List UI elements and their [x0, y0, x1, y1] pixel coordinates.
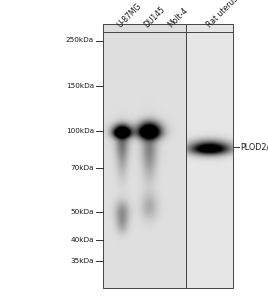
Text: 50kDa: 50kDa	[70, 208, 94, 214]
Text: U-87MG: U-87MG	[116, 1, 143, 29]
Text: 40kDa: 40kDa	[70, 237, 94, 243]
Text: Molt-4: Molt-4	[166, 6, 190, 29]
Text: DU145: DU145	[142, 4, 167, 29]
Text: Rat uterus: Rat uterus	[205, 0, 240, 29]
Text: 250kDa: 250kDa	[66, 38, 94, 44]
Bar	[186, 24, 233, 288]
Text: 70kDa: 70kDa	[70, 165, 94, 171]
Bar	[103, 24, 186, 288]
Text: 100kDa: 100kDa	[66, 128, 94, 134]
Bar	[103, 24, 186, 288]
Bar	[186, 24, 233, 288]
Text: 35kDa: 35kDa	[70, 258, 94, 264]
Text: PLOD2/LH2: PLOD2/LH2	[240, 142, 268, 152]
Text: 150kDa: 150kDa	[66, 82, 94, 88]
